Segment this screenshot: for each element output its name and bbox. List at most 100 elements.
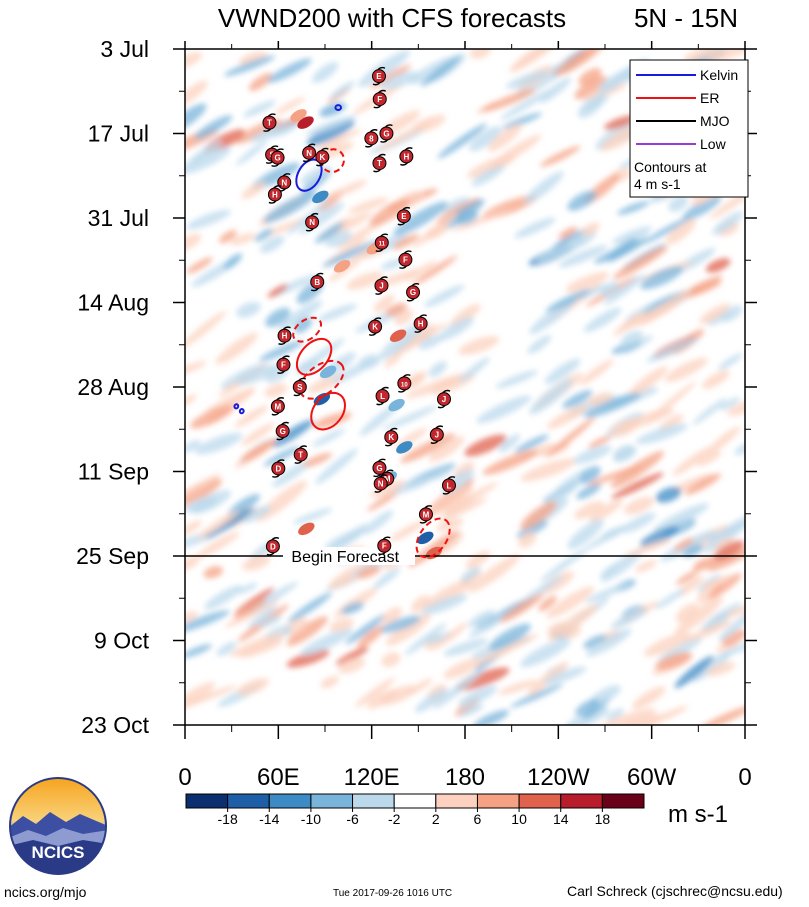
field-patch — [224, 598, 280, 628]
storm-marker: K — [315, 147, 330, 167]
storm-label: E — [376, 72, 382, 81]
field-patch — [518, 531, 537, 548]
field-patch — [236, 582, 258, 594]
forecast-label: Begin Forecast — [291, 549, 399, 566]
field-patch — [354, 677, 396, 708]
field-patch — [523, 575, 564, 602]
field-patch — [672, 473, 714, 493]
field-patch — [341, 601, 364, 615]
storm-marker-dot — [379, 126, 394, 141]
field-patch — [420, 594, 468, 615]
field-patch — [185, 103, 207, 133]
storm-marker: H — [399, 147, 414, 166]
field-patch — [185, 310, 227, 349]
storm-marker-dot — [372, 92, 387, 107]
field-patch — [240, 439, 276, 462]
storm-marker: T — [372, 153, 387, 173]
field-patch — [702, 370, 730, 389]
field-patch — [609, 419, 639, 438]
storm-label: T — [377, 159, 382, 168]
field-patch — [487, 123, 522, 152]
field-patch — [611, 226, 653, 245]
storm-label: M — [423, 510, 430, 519]
storm-marker-dot — [368, 319, 383, 334]
field-patch — [239, 51, 268, 66]
storm-marker-dot — [397, 376, 412, 391]
storm-label: J — [435, 431, 439, 440]
field-patch — [303, 452, 333, 468]
colorbar-segment — [227, 793, 270, 809]
field-patch — [654, 588, 686, 609]
field-patch — [698, 303, 731, 325]
storm-marker: G — [406, 282, 421, 302]
field-patch — [443, 495, 476, 517]
field-patch — [415, 688, 448, 713]
field-patch — [581, 96, 610, 111]
field-patch — [734, 442, 745, 455]
field-patch — [579, 359, 614, 386]
field-patch — [700, 705, 745, 725]
field-patch — [587, 392, 614, 407]
field-patch — [576, 483, 602, 500]
field-patch — [546, 404, 588, 429]
field-patch — [520, 638, 571, 668]
field-patch — [721, 305, 743, 323]
storm-marker: S — [292, 377, 307, 397]
field-patch — [330, 179, 368, 199]
field-patch — [395, 322, 448, 353]
storm-marker: K — [368, 317, 383, 336]
storm-marker-dot — [310, 274, 325, 289]
field-patch — [458, 357, 490, 383]
field-patch — [267, 58, 312, 83]
field-patch — [682, 544, 704, 558]
storm-marker-dot — [292, 380, 307, 394]
colorbar-segment — [560, 793, 603, 809]
storm-marker: H — [413, 314, 428, 333]
field-patch — [469, 49, 491, 60]
field-patch — [392, 234, 420, 250]
storm-marker: N — [277, 173, 292, 192]
field-patch — [338, 657, 366, 674]
field-patch — [567, 519, 604, 550]
field-patch — [707, 544, 745, 572]
field-patch — [381, 606, 403, 625]
field-patch — [425, 222, 450, 240]
storm-label: L — [380, 392, 385, 401]
field-patch — [727, 399, 745, 416]
storm-marker: M — [418, 505, 433, 524]
storm-marker: N — [302, 143, 317, 163]
field-patch — [668, 195, 689, 212]
field-patch — [185, 394, 197, 408]
field-patch — [536, 237, 588, 263]
field-patch — [383, 405, 438, 431]
field-patch — [185, 440, 201, 453]
field-patch — [345, 613, 387, 645]
field-anomaly — [417, 531, 434, 545]
field-patch — [312, 62, 339, 83]
field-patch — [241, 181, 267, 199]
field-patch — [578, 68, 602, 86]
legend-note-line1: Contours at — [634, 159, 706, 175]
storm-label: J — [442, 395, 446, 404]
legend-entry-label: MJO — [700, 113, 730, 129]
field-patch — [204, 387, 256, 414]
storm-marker-dot — [262, 115, 277, 130]
field-patch — [672, 446, 713, 476]
field-patch — [185, 611, 198, 624]
field-patch — [471, 163, 506, 187]
storm-label: E — [401, 212, 407, 221]
field-patch — [185, 556, 200, 571]
field-patch — [300, 165, 331, 185]
field-patch — [495, 370, 538, 389]
colorbar-segment — [435, 793, 478, 809]
storm-marker: N — [305, 212, 320, 232]
storm-marker: E — [371, 66, 386, 86]
storm-label: K — [319, 153, 325, 162]
storm-marker-dot — [399, 149, 414, 164]
storm-label: F — [281, 361, 286, 370]
field-patch — [257, 615, 282, 628]
storm-marker: G — [379, 124, 394, 143]
field-patch — [373, 294, 395, 313]
field-patch — [624, 539, 672, 557]
